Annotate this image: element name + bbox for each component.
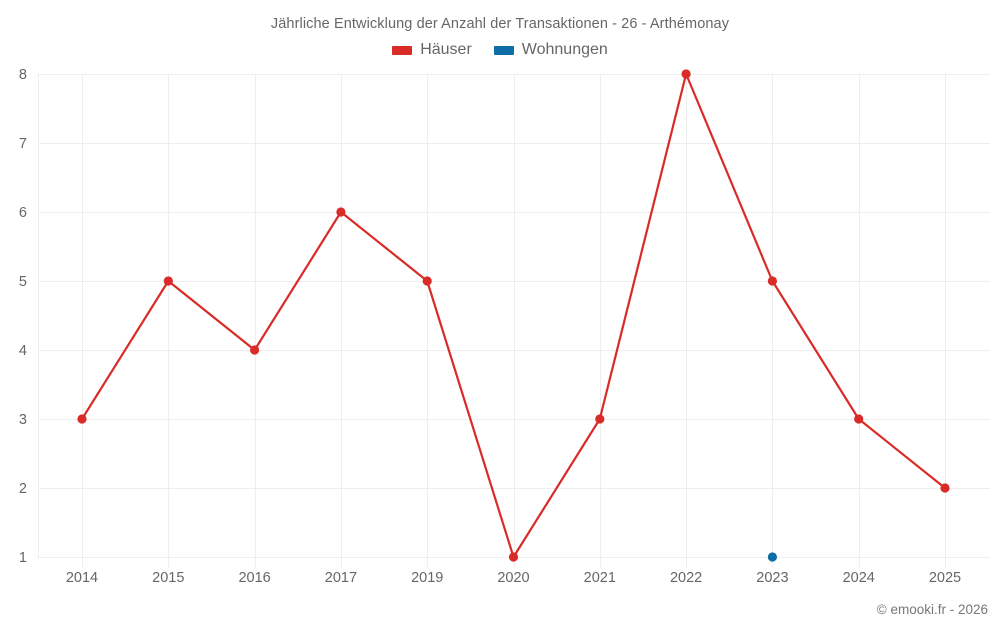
x-axis-tick-label: 2014 bbox=[66, 570, 98, 586]
legend-label: Wohnungen bbox=[521, 41, 608, 58]
y-axis-tick-labels: 1 2 3 4 5 6 7 8 bbox=[19, 67, 27, 566]
x-axis-tick-label: 2016 bbox=[238, 570, 270, 586]
data-point[interactable] bbox=[595, 414, 605, 424]
x-axis-tick-label: 2015 bbox=[152, 570, 184, 586]
chart-title: Jährliche Entwicklung der Anzahl der Tra… bbox=[270, 16, 730, 32]
data-point[interactable] bbox=[940, 483, 950, 493]
y-axis-tick-label: 8 bbox=[19, 67, 27, 83]
x-axis-tick-label: 2017 bbox=[325, 570, 357, 586]
legend-item-wohnungen[interactable]: Wohnungen bbox=[493, 41, 608, 58]
series-line-0 bbox=[80, 72, 947, 559]
x-axis-tick-label: 2020 bbox=[497, 570, 529, 586]
legend-swatch-icon bbox=[392, 45, 413, 55]
x-axis-tick-label: 2019 bbox=[411, 570, 443, 586]
legend-item-hauser[interactable]: Häuser bbox=[392, 42, 472, 58]
data-point[interactable] bbox=[250, 345, 260, 355]
data-point[interactable] bbox=[336, 207, 346, 217]
data-point[interactable] bbox=[163, 276, 173, 286]
y-axis-tick-label: 2 bbox=[19, 481, 27, 497]
data-point[interactable] bbox=[767, 552, 778, 562]
data-point[interactable] bbox=[77, 414, 87, 424]
legend-label: Häuser bbox=[420, 41, 472, 58]
data-series-layer bbox=[77, 69, 950, 562]
data-point[interactable] bbox=[681, 69, 691, 79]
x-axis-tick-label: 2021 bbox=[584, 570, 616, 586]
y-axis-tick-label: 4 bbox=[19, 343, 27, 359]
y-axis-tick-label: 6 bbox=[19, 205, 27, 221]
x-axis-tick-label: 2024 bbox=[843, 570, 875, 586]
chart-legend: Häuser Wohnungen bbox=[0, 42, 1000, 58]
y-axis-tick-label: 7 bbox=[19, 136, 27, 152]
x-axis-tick-label: 2022 bbox=[670, 570, 702, 586]
x-axis-tick-labels: 2014 2015 2016 2017 2019 2020 2021 2022 2023 2024… bbox=[66, 570, 961, 586]
data-point[interactable] bbox=[508, 552, 519, 562]
y-axis-tick-label: 3 bbox=[19, 412, 27, 428]
data-point[interactable] bbox=[422, 276, 432, 286]
y-axis-tick-label: 1 bbox=[19, 550, 27, 566]
legend-swatch-icon bbox=[493, 45, 514, 55]
x-axis-tick-label: 2025 bbox=[929, 570, 961, 586]
x-axis-tick-label: 2023 bbox=[756, 570, 788, 586]
y-axis-tick-label: 5 bbox=[19, 274, 27, 290]
footer-credit: © emooki.fr - 2026 bbox=[876, 602, 988, 617]
data-point[interactable] bbox=[854, 414, 864, 424]
gridlines bbox=[38, 74, 990, 567]
data-point[interactable] bbox=[767, 276, 778, 286]
